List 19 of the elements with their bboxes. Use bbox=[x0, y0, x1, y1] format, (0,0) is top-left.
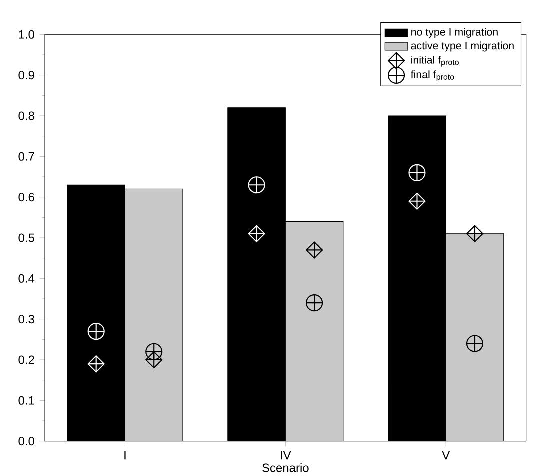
y-tick-label: 0.9 bbox=[18, 71, 34, 80]
x-tick-label: I bbox=[124, 451, 126, 460]
y-tick-label: 0.3 bbox=[18, 315, 34, 324]
legend-label: active type I migration bbox=[411, 42, 514, 52]
x-tick-label: IV bbox=[281, 451, 292, 460]
y-tick-label: 0.8 bbox=[18, 112, 34, 120]
legend-label: final f$_{proto}$ bbox=[410, 70, 454, 82]
legend-label: no type I migration bbox=[412, 28, 498, 38]
y-tick-label: 0.4 bbox=[18, 274, 35, 283]
y-tick-label: 0.7 bbox=[18, 152, 34, 161]
y-tick-label: 0.1 bbox=[18, 396, 34, 405]
y-tick-label: 0.5 bbox=[18, 234, 34, 242]
x-tick-label: V bbox=[442, 451, 450, 460]
y-tick-label: 0.0 bbox=[18, 437, 34, 446]
y-tick-label: 0.6 bbox=[18, 193, 34, 202]
legend-label: initial f$_{proto}$ bbox=[412, 56, 459, 67]
x-axis-title: Scenario bbox=[262, 463, 309, 472]
y-tick-label: 0.2 bbox=[18, 356, 34, 364]
y-tick-label: 1.0 bbox=[19, 30, 34, 39]
